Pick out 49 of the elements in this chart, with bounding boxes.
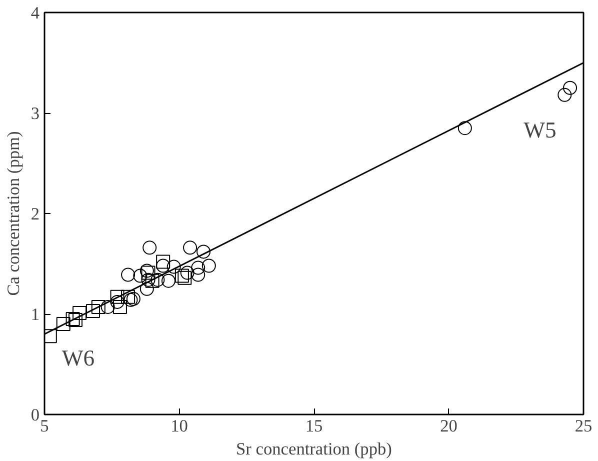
point bbox=[68, 313, 82, 328]
point bbox=[145, 274, 160, 288]
point bbox=[110, 294, 124, 309]
point bbox=[110, 290, 124, 304]
point bbox=[133, 268, 148, 283]
point bbox=[196, 244, 211, 259]
point bbox=[121, 290, 136, 304]
x-tick-label: 20 bbox=[440, 416, 458, 436]
y-tick-label: 2 bbox=[30, 204, 40, 224]
x-tick-label: 10 bbox=[170, 416, 188, 436]
point bbox=[86, 304, 100, 318]
point bbox=[191, 268, 206, 282]
point bbox=[166, 260, 181, 274]
point bbox=[174, 268, 189, 283]
annotation: W6 bbox=[62, 346, 95, 371]
point bbox=[142, 240, 157, 255]
point bbox=[56, 317, 70, 332]
point bbox=[156, 254, 170, 269]
y-tick-label: 4 bbox=[30, 4, 40, 22]
point bbox=[141, 272, 156, 287]
point bbox=[180, 266, 194, 280]
point bbox=[124, 292, 138, 307]
point bbox=[558, 88, 572, 102]
y-axis-title: Ca concentration (ppm) bbox=[4, 130, 23, 296]
y-tick-label: 3 bbox=[30, 104, 40, 123]
point bbox=[458, 121, 472, 136]
point bbox=[183, 240, 198, 255]
point bbox=[140, 282, 154, 296]
point bbox=[191, 260, 206, 275]
y-tick-label: 0 bbox=[30, 406, 40, 424]
x-tick-label: 5 bbox=[40, 416, 49, 436]
point bbox=[126, 292, 140, 306]
point bbox=[150, 272, 165, 287]
point bbox=[72, 306, 87, 320]
point bbox=[563, 80, 578, 95]
y-tick-label: 1 bbox=[30, 305, 40, 324]
point bbox=[202, 258, 216, 273]
point bbox=[91, 300, 106, 314]
point bbox=[178, 270, 192, 285]
point bbox=[66, 312, 80, 326]
annotation: W5 bbox=[524, 117, 556, 142]
point bbox=[100, 300, 115, 314]
point bbox=[121, 268, 136, 282]
point bbox=[161, 274, 176, 288]
point bbox=[112, 300, 127, 314]
x-tick-label: 25 bbox=[574, 416, 592, 436]
point bbox=[156, 258, 170, 273]
x-axis-title: Sr concentration (ppb) bbox=[236, 440, 392, 458]
x-tick-label: 15 bbox=[305, 416, 323, 436]
